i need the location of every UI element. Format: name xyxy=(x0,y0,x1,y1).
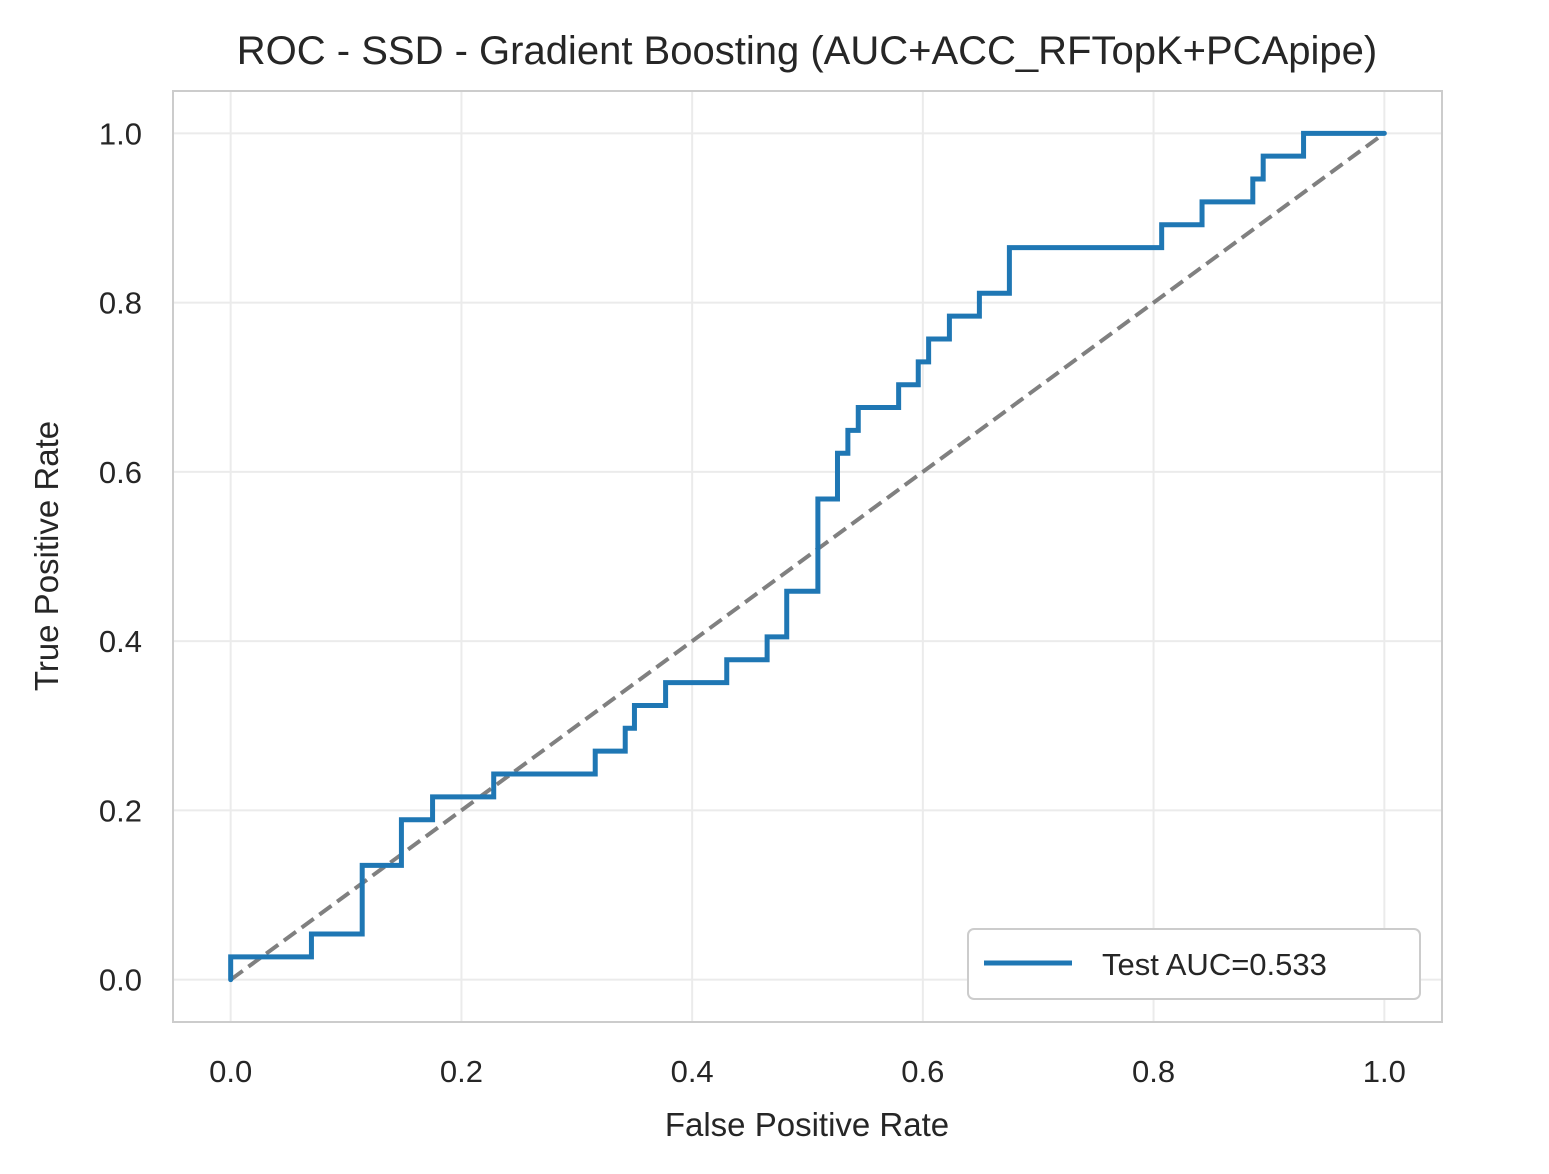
y-tick-label: 0.0 xyxy=(99,963,142,998)
x-tick-label: 0.4 xyxy=(671,1054,714,1089)
y-tick-label: 0.8 xyxy=(99,286,142,321)
legend: Test AUC=0.533 xyxy=(967,928,1421,1000)
y-tick-label: 0.2 xyxy=(99,793,142,828)
x-tick-label: 0.6 xyxy=(901,1054,944,1089)
y-tick-label: 0.4 xyxy=(99,624,142,659)
y-tick-label: 0.6 xyxy=(99,455,142,490)
roc-curve-line xyxy=(228,130,1387,983)
chance-diagonal-line xyxy=(229,131,1386,982)
grid-lines xyxy=(173,91,1442,1022)
y-axis-label: True Positive Rate xyxy=(28,421,65,691)
chart-title: ROC - SSD - Gradient Boosting (AUC+ACC_R… xyxy=(237,29,1377,73)
legend-label-test-auc: Test AUC=0.533 xyxy=(1102,947,1327,982)
plot-frame xyxy=(172,90,1443,1023)
x-tick-label: 0.8 xyxy=(1132,1054,1175,1089)
x-tick-label: 1.0 xyxy=(1363,1054,1406,1089)
y-tick-label: 1.0 xyxy=(99,116,142,151)
x-tick-label: 0.2 xyxy=(440,1054,483,1089)
legend-box xyxy=(967,928,1421,1000)
y-tick-labels: 0.0 0.2 0.4 0.6 0.8 1.0 xyxy=(99,116,142,997)
x-tick-labels: 0.0 0.2 0.4 0.6 0.8 1.0 xyxy=(209,1054,1406,1089)
x-tick-label: 0.0 xyxy=(209,1054,252,1089)
x-axis-label: False Positive Rate xyxy=(665,1106,949,1143)
series-layer xyxy=(228,130,1387,983)
